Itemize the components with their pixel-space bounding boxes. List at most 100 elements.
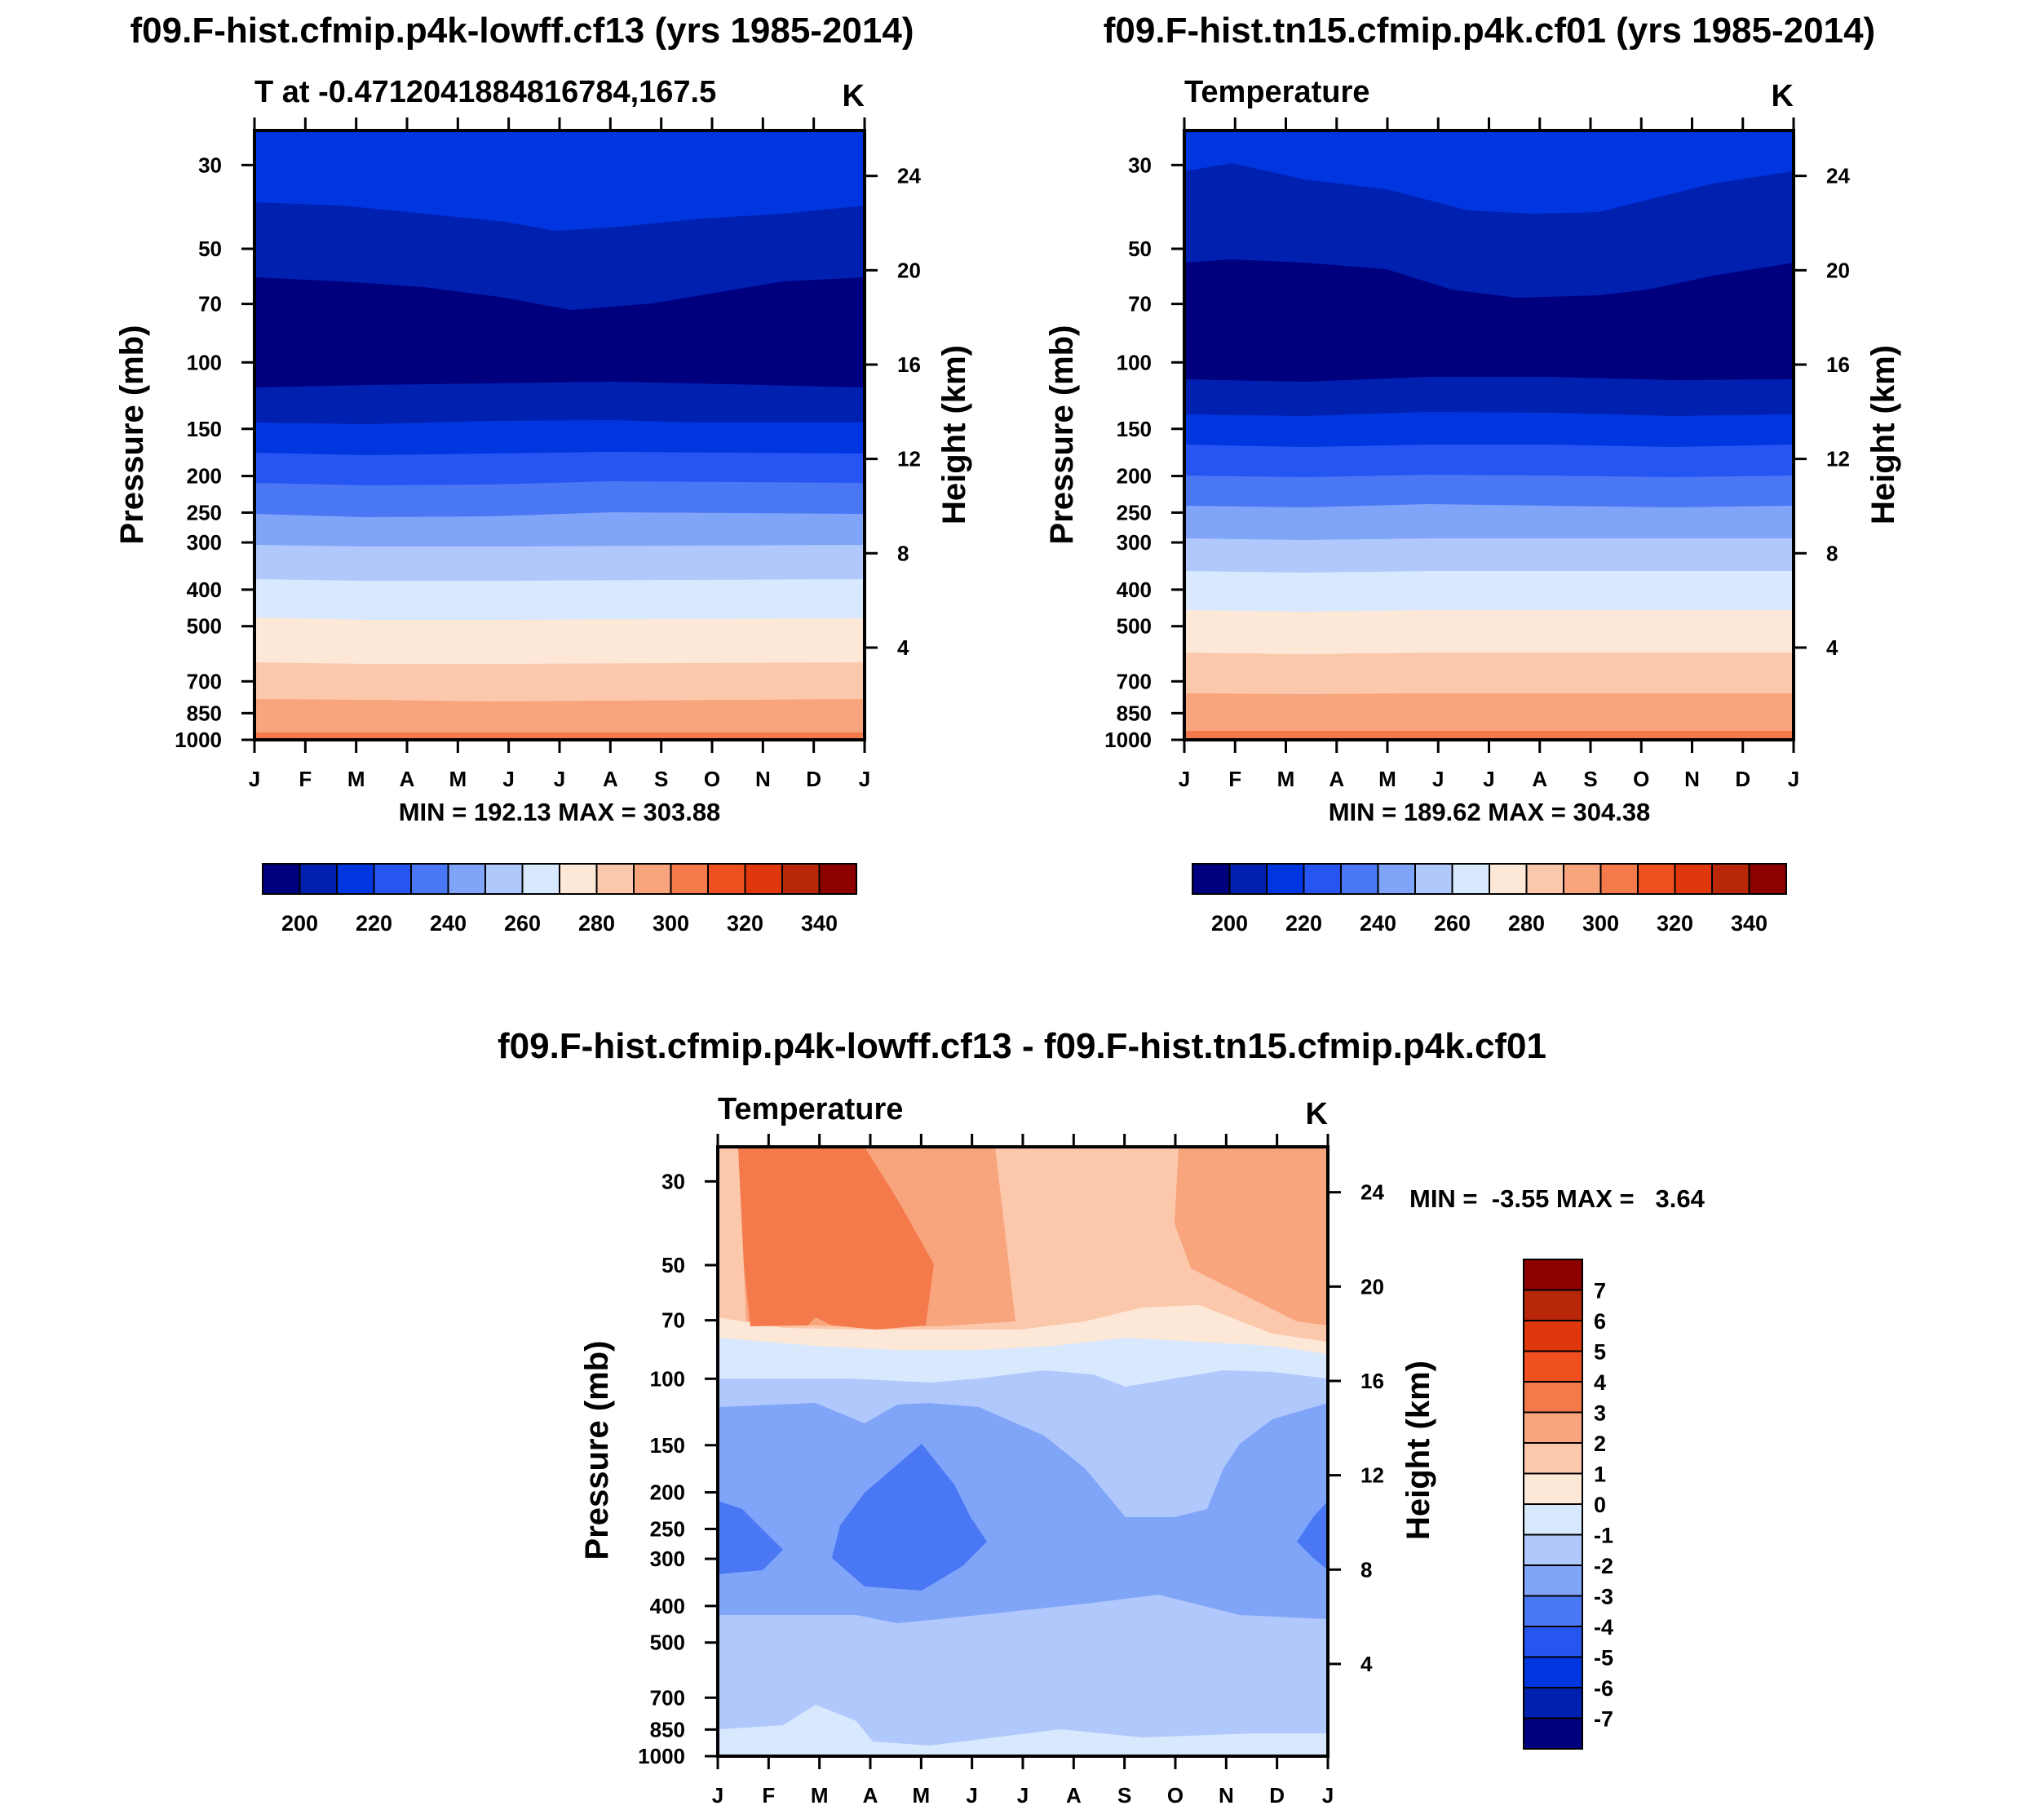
y-tick-right-label: 12 — [897, 447, 921, 471]
panel-a-subtitle-left: T at -0.4712041884816784,167.5 — [254, 75, 716, 109]
colorbar-box — [262, 863, 301, 895]
colorbar-box — [1523, 1595, 1583, 1627]
contour-band — [254, 732, 865, 740]
y-tick-label: 500 — [1117, 614, 1152, 639]
x-tick-label: M — [449, 767, 467, 791]
panel-b-ylabel-right: Height (km) — [1865, 345, 1901, 524]
panel-b-subtitle-left: Temperature — [1184, 75, 1369, 109]
x-tick-label: N — [755, 767, 771, 791]
colorbar-box — [447, 863, 486, 895]
y-tick-label: 30 — [661, 1169, 685, 1193]
x-tick-label: S — [1117, 1783, 1131, 1808]
y-tick-label: 100 — [650, 1366, 685, 1391]
colorbar-box — [1228, 863, 1268, 895]
colorbar-box — [1303, 863, 1342, 895]
y-tick-label: 200 — [187, 464, 222, 489]
y-tick-label: 100 — [1117, 350, 1152, 374]
panel-a-title: f09.F-hist.cfmip.p4k-lowff.cf13 (yrs 198… — [131, 11, 914, 51]
colorbar-label: -4 — [1594, 1615, 1613, 1640]
colorbar-box — [1523, 1411, 1583, 1444]
colorbar-label: 260 — [1434, 911, 1471, 936]
colorbar-label: -7 — [1594, 1707, 1613, 1732]
colorbar-box — [1192, 863, 1231, 895]
x-tick-label: J — [859, 767, 870, 791]
colorbar-label: -2 — [1594, 1554, 1613, 1578]
colorbar-label: 220 — [356, 911, 392, 936]
colorbar-box — [1525, 863, 1564, 895]
contour-band — [832, 1444, 987, 1591]
colorbar-box — [1489, 863, 1528, 895]
y-tick-right-label: 12 — [1360, 1463, 1384, 1488]
y-tick-label: 500 — [650, 1631, 685, 1655]
y-tick-right-label: 8 — [1360, 1557, 1372, 1582]
contour-band — [738, 1147, 934, 1330]
colorbar-box — [1523, 1533, 1583, 1566]
x-tick-label: A — [1532, 767, 1547, 791]
panel-b: f09.F-hist.tn15.cfmip.p4k.cf01 (yrs 1985… — [1044, 11, 1901, 936]
x-tick-label: O — [1633, 767, 1649, 791]
y-tick-right-label: 4 — [897, 635, 909, 660]
colorbar-label: -3 — [1594, 1585, 1613, 1609]
x-tick-label: D — [806, 767, 821, 791]
colorbar-box — [1266, 863, 1305, 895]
x-tick-label: M — [347, 767, 365, 791]
panel-b-title: f09.F-hist.tn15.cfmip.p4k.cf01 (yrs 1985… — [1104, 11, 1875, 51]
colorbar-label: 340 — [1731, 911, 1767, 936]
y-tick-right-label: 20 — [897, 258, 921, 282]
y-tick-label: 1000 — [175, 728, 222, 752]
x-tick-label: D — [1735, 767, 1750, 791]
y-tick-label: 70 — [1128, 292, 1152, 316]
y-tick-label: 150 — [650, 1433, 685, 1458]
x-tick-label: A — [1066, 1783, 1082, 1808]
colorbar-box — [1523, 1717, 1583, 1750]
colorbar-label: 0 — [1594, 1493, 1606, 1517]
colorbar-box — [521, 863, 560, 895]
colorbar-box — [1748, 863, 1787, 895]
panel-a: f09.F-hist.cfmip.p4k-lowff.cf13 (yrs 198… — [114, 11, 972, 936]
panel-a-contours — [254, 131, 865, 740]
x-tick-label: D — [1269, 1783, 1285, 1808]
panel-c-stats: MIN = -3.55 MAX = 3.64 — [1409, 1184, 1706, 1213]
colorbar-label: -6 — [1594, 1676, 1613, 1701]
y-tick-label: 1000 — [638, 1744, 685, 1768]
y-tick-label: 700 — [1117, 669, 1152, 693]
y-tick-right-label: 24 — [1826, 164, 1850, 188]
panel-a-ylabel: Pressure (mb) — [114, 325, 150, 545]
panel-a-ylabel-right: Height (km) — [936, 345, 972, 524]
colorbar-label: 3 — [1594, 1401, 1606, 1426]
colorbar-box — [1523, 1381, 1583, 1414]
colorbar-label: 7 — [1594, 1279, 1606, 1303]
y-tick-label: 70 — [661, 1308, 685, 1333]
panel-b-contours — [1184, 131, 1794, 740]
y-tick-label: 50 — [1128, 237, 1152, 261]
colorbar-box — [1523, 1656, 1583, 1688]
colorbar-label: 1 — [1594, 1463, 1606, 1487]
colorbar-box — [1563, 863, 1602, 895]
x-tick-label: J — [1017, 1783, 1029, 1808]
colorbar-label: 200 — [281, 911, 318, 936]
x-tick-label: O — [1167, 1783, 1183, 1808]
colorbar-label: 340 — [801, 911, 838, 936]
panel-a-subtitle-right: K — [843, 79, 865, 113]
panel-a-stats: MIN = 192.13 MAX = 303.88 — [399, 798, 721, 826]
x-tick-label: J — [1432, 767, 1444, 791]
y-tick-label: 700 — [187, 669, 222, 693]
x-tick-label: A — [863, 1783, 878, 1808]
colorbar-label: 200 — [1211, 911, 1248, 936]
y-tick-label: 100 — [187, 350, 222, 374]
x-tick-label: J — [966, 1783, 977, 1808]
y-tick-right-label: 16 — [1360, 1369, 1384, 1393]
panel-c-ylabel-right: Height (km) — [1400, 1361, 1436, 1540]
x-tick-label: A — [1329, 767, 1344, 791]
panel-a-axes: J F M A M J J A S O N D J 30 50 70 100 150 200 250 300 400 500… — [175, 117, 921, 791]
y-tick-label: 200 — [1117, 464, 1152, 489]
colorbar-box — [595, 863, 635, 895]
y-tick-label: 300 — [650, 1547, 685, 1571]
colorbar-label: 5 — [1594, 1340, 1606, 1365]
y-tick-label: 150 — [187, 417, 222, 441]
panel-b-stats: MIN = 189.62 MAX = 304.38 — [1329, 798, 1651, 826]
colorbar-box — [707, 863, 746, 895]
colorbar-box — [781, 863, 821, 895]
colorbar-label: 4 — [1594, 1370, 1606, 1395]
y-tick-label: 400 — [1117, 578, 1152, 602]
